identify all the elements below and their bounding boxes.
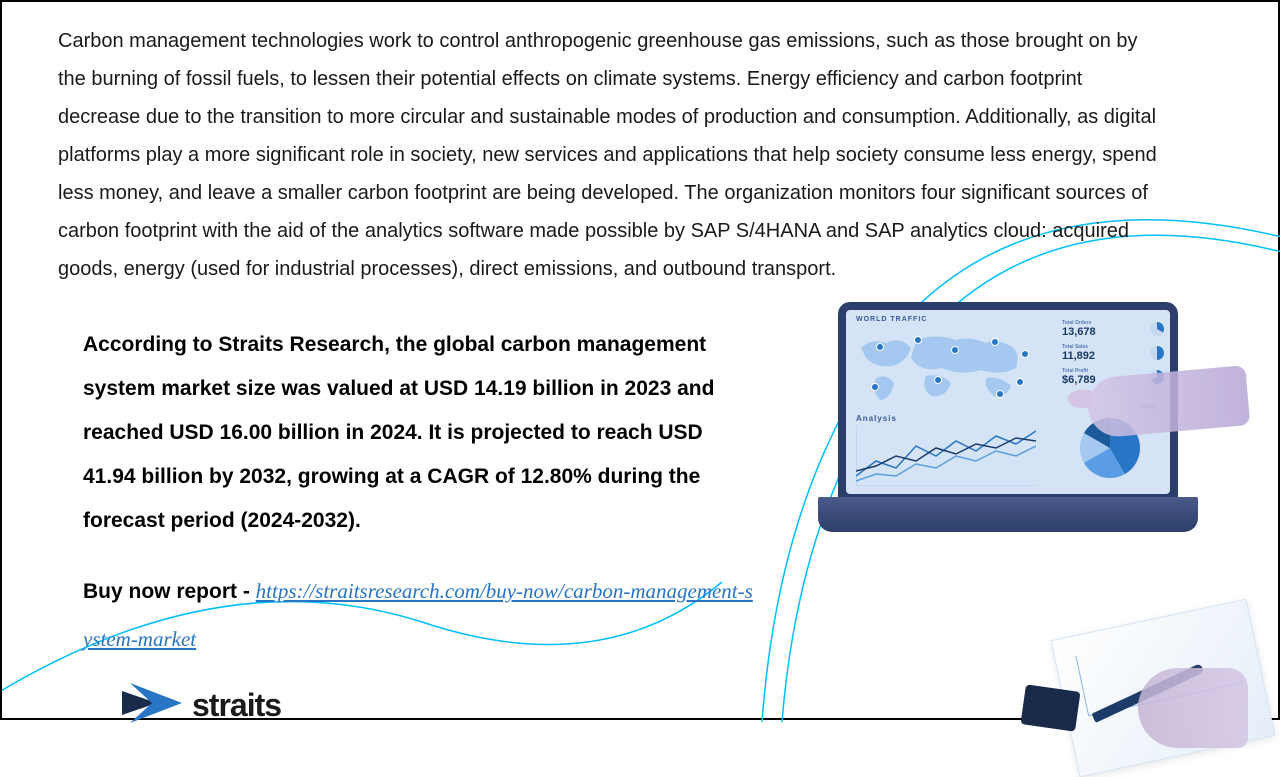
- stat-value: 11,892: [1062, 350, 1162, 362]
- map-dot: [1021, 350, 1029, 358]
- stat-row: Total Orders13,678: [1062, 320, 1162, 338]
- map-dot: [914, 336, 922, 344]
- market-stats-text: According to Straits Research, the globa…: [83, 323, 758, 543]
- analysis-label: Analysis: [856, 414, 897, 423]
- buy-now-line: Buy now report - https://straitsresearch…: [83, 568, 758, 662]
- buy-now-prefix: Buy now report -: [83, 580, 256, 603]
- map-dot: [871, 383, 879, 391]
- highlight-section: According to Straits Research, the globa…: [58, 323, 758, 663]
- map-dot: [876, 343, 884, 351]
- hand-pointing: [1086, 365, 1251, 439]
- stat-value: 13,678: [1062, 326, 1162, 338]
- world-map: [856, 328, 1031, 408]
- calculator: [1020, 684, 1080, 731]
- logo-text: straits: [192, 687, 281, 724]
- map-dot: [934, 376, 942, 384]
- mini-pie-icon: [1150, 346, 1164, 360]
- map-dot: [991, 338, 999, 346]
- hand-writing: [1138, 668, 1248, 748]
- laptop-base: [818, 497, 1198, 532]
- finger: [1068, 390, 1093, 408]
- logo-mark-icon: [122, 683, 182, 728]
- intro-paragraph: Carbon management technologies work to c…: [58, 22, 1158, 288]
- logo: straits: [122, 683, 281, 728]
- line-chart: [856, 426, 1036, 486]
- stat-row: Total Sales11,892: [1062, 344, 1162, 362]
- map-dot: [1016, 378, 1024, 386]
- dashboard-title: WORLD TRAFFIC: [856, 316, 927, 323]
- laptop-illustration: WORLD TRAFFIC Total Orders13,678 Total Sa…: [838, 302, 1178, 532]
- map-dot: [996, 390, 1004, 398]
- map-dot: [951, 346, 959, 354]
- mini-pie-icon: [1150, 322, 1164, 336]
